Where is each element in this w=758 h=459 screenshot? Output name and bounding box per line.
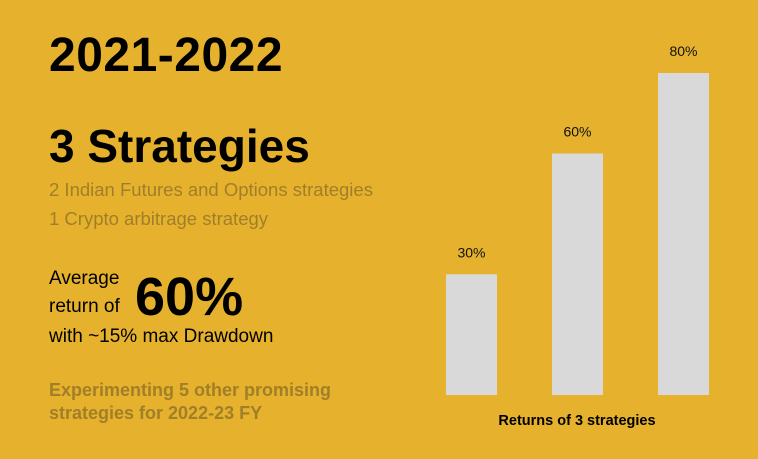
bar-value-label-1: 30% — [457, 244, 485, 260]
experiment-text-line1: Experimenting 5 other promising — [49, 380, 332, 400]
bar-value-label-3: 80% — [669, 43, 697, 59]
chart-bars: 30% 60% 80% — [446, 43, 709, 395]
strategy-detail-crypto: 1 Crypto arbitrage strategy — [49, 208, 269, 229]
drawdown-text: with ~15% max Drawdown — [49, 326, 274, 347]
bar-strategy-2 — [552, 153, 603, 395]
bar-strategy-1 — [446, 274, 497, 395]
bar-value-label-2: 60% — [563, 124, 591, 140]
strategy-detail-futures: 2 Indian Futures and Options strategies — [49, 179, 373, 200]
average-label-line2: return of — [49, 296, 120, 317]
year-heading: 2021-2022 — [49, 29, 284, 82]
strategies-title: 3 Strategies — [49, 120, 310, 172]
average-label-line1: Average — [49, 268, 120, 289]
bar-strategy-3 — [658, 73, 709, 395]
chart-title: Returns of 3 strategies — [498, 413, 655, 429]
experiment-text-line2: strategies for 2022-23 FY — [49, 403, 263, 423]
average-return-value: 60% — [135, 267, 244, 327]
